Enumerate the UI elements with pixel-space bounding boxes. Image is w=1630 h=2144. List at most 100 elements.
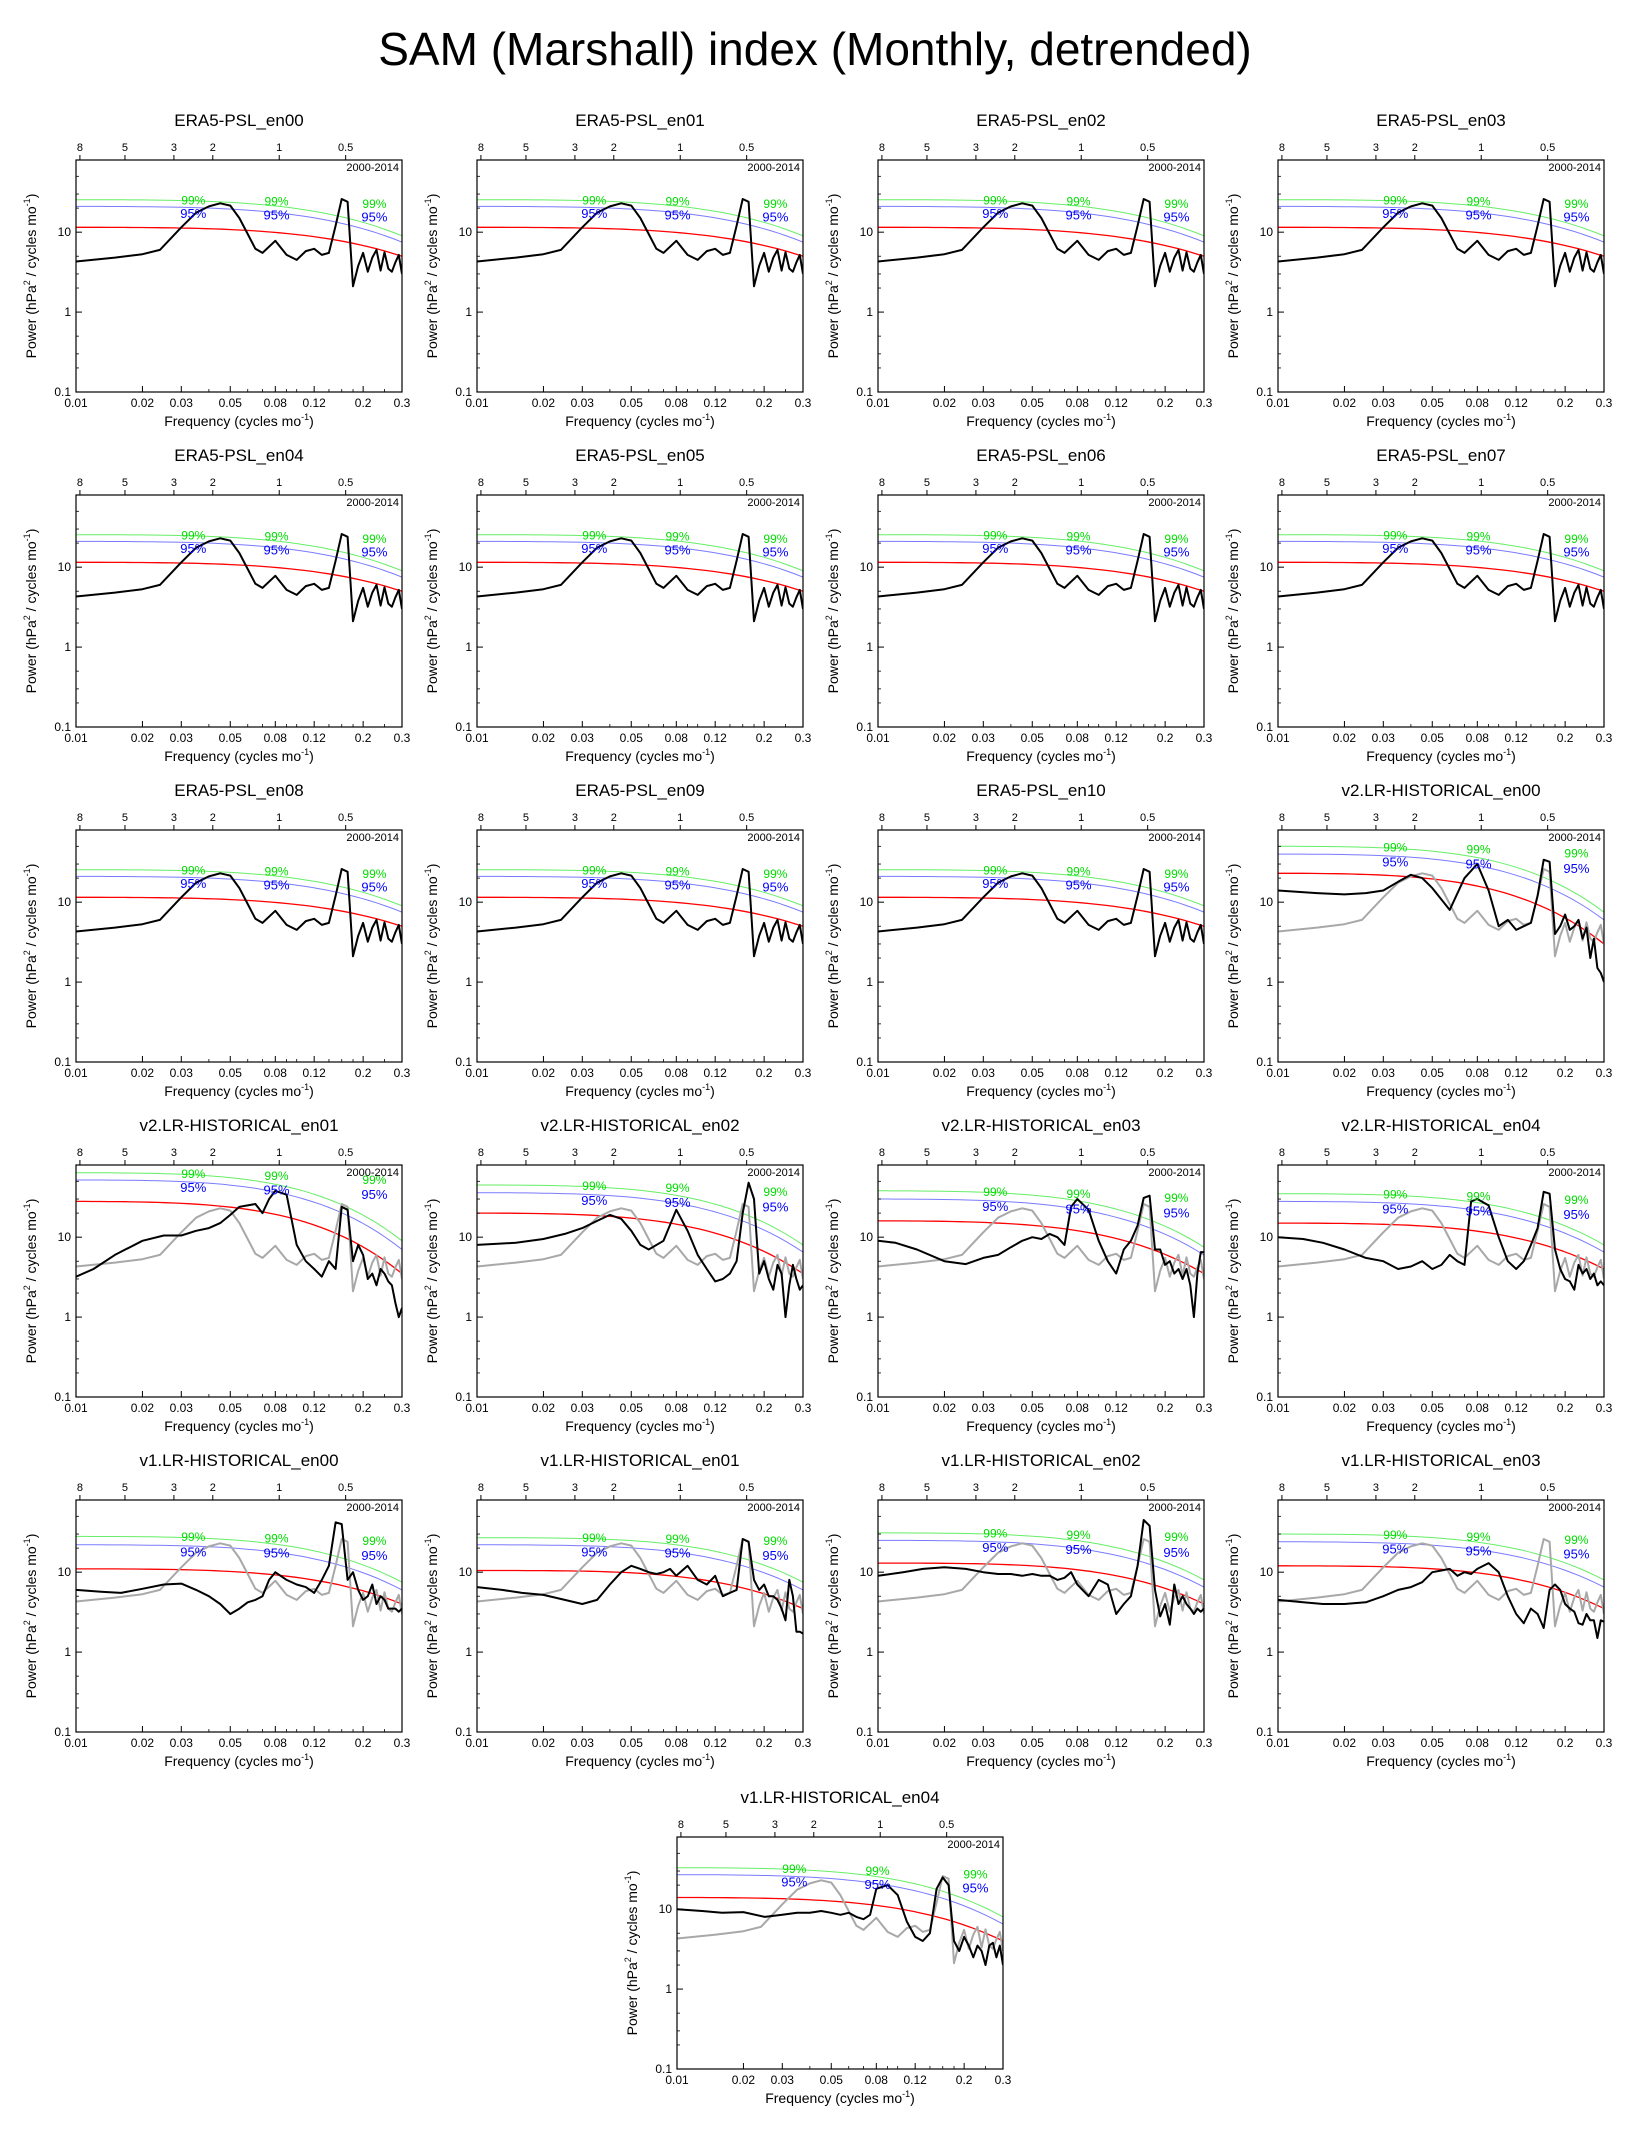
top-axis-label: 0.5	[739, 477, 754, 489]
top-axis-label: 3	[973, 1147, 979, 1159]
spectrum-line	[477, 533, 803, 623]
ci95-label: 95%	[361, 210, 387, 225]
panel-title: ERA5-PSL_en05	[575, 446, 704, 465]
top-axis-label: 2	[611, 1147, 617, 1159]
ci99-label: 99%	[1564, 532, 1588, 546]
x-axis-label: Frequency (cycles mo-1)	[164, 747, 314, 764]
period-label: 2000-2014	[1548, 1502, 1601, 1514]
y-axis-label: Power (hPa2 / cycles mo-1)	[423, 1199, 440, 1364]
plot-frame	[476, 829, 804, 1063]
top-axis-label: 1	[1078, 1482, 1084, 1494]
x-tick-label: 0.12	[703, 396, 727, 410]
x-tick-label: 0.12	[302, 731, 326, 745]
ci99-label: 99%	[264, 1532, 288, 1546]
top-axis-label: 1	[1478, 477, 1484, 489]
period-label: 2000-2014	[346, 162, 399, 174]
x-tick-label: 0.08	[1066, 1736, 1090, 1750]
y-axis-label: Power (hPa2 / cycles mo-1)	[1224, 1534, 1241, 1699]
top-axis-label: 5	[122, 1147, 128, 1159]
ci95-label: 95%	[1563, 861, 1589, 876]
x-tick-label: 0.2	[1557, 396, 1574, 410]
ci95-label: 95%	[1465, 542, 1491, 557]
panel-title: v2.LR-HISTORICAL_en04	[1341, 1116, 1540, 1135]
ci99-label: 99%	[264, 865, 288, 879]
chart-panel: ERA5-PSL_en0499%95%99%95%99%95%2000-2014…	[22, 446, 411, 764]
red-noise-line	[477, 226, 803, 257]
plot-frame	[877, 159, 1205, 393]
top-axis-label: 1	[1078, 477, 1084, 489]
red-noise-line	[677, 1896, 1003, 1942]
x-tick-label: 0.2	[1157, 1066, 1174, 1080]
plot-frame	[476, 1499, 804, 1733]
x-tick-label: 0.03	[1372, 731, 1396, 745]
chart-panel: ERA5-PSL_en0599%95%99%95%99%95%2000-2014…	[423, 446, 812, 764]
reference-spectrum-line	[477, 1203, 803, 1293]
x-tick-label: 0.3	[1196, 731, 1213, 745]
red-noise-line	[76, 896, 402, 927]
ci95-label: 95%	[1065, 877, 1091, 892]
top-axis-label: 5	[1324, 1147, 1330, 1159]
ci99-label: 99%	[1383, 1188, 1407, 1202]
y-tick-label: 10	[860, 560, 874, 574]
x-tick-label: 0.05	[219, 731, 243, 745]
ci95-label: 95%	[1163, 880, 1189, 895]
y-tick-label: 10	[58, 1230, 72, 1244]
ci99-label: 99%	[181, 863, 205, 877]
y-tick-label: 0.1	[455, 720, 472, 734]
ci95-label: 95%	[781, 1875, 807, 1890]
x-tick-label: 0.05	[1421, 731, 1445, 745]
y-tick-label: 1	[866, 975, 873, 989]
top-axis-label: 0.5	[1540, 1147, 1555, 1159]
ci99-label: 99%	[264, 1169, 288, 1183]
top-axis-label: 5	[523, 477, 529, 489]
y-tick-label: 0.1	[1256, 720, 1273, 734]
top-axis-label: 0.5	[338, 812, 353, 824]
x-tick-label: 0.02	[1333, 1736, 1357, 1750]
ci95-label: 95%	[263, 1546, 289, 1561]
top-axis-label: 2	[1012, 142, 1018, 154]
spectrum-line	[878, 1519, 1204, 1626]
top-axis-label: 8	[1279, 812, 1285, 824]
ci95-label: 95%	[263, 1183, 289, 1198]
x-tick-label: 0.01	[866, 1401, 890, 1415]
x-tick-label: 0.01	[866, 396, 890, 410]
top-axis-label: 3	[572, 142, 578, 154]
red-noise-line	[1278, 1222, 1604, 1270]
top-axis-label: 2	[1412, 1482, 1418, 1494]
ci99-line	[76, 1535, 402, 1583]
plot-frame	[1277, 494, 1605, 728]
ci99-label: 99%	[1066, 865, 1090, 879]
ci99-label: 99%	[1564, 1193, 1588, 1207]
top-axis-label: 8	[77, 1482, 83, 1494]
y-tick-label: 1	[1266, 975, 1273, 989]
x-tick-label: 0.12	[302, 396, 326, 410]
top-axis-label: 2	[1412, 812, 1418, 824]
y-tick-label: 10	[860, 1565, 874, 1579]
ci95-label: 95%	[581, 206, 607, 221]
panel-title: v2.LR-HISTORICAL_en00	[1341, 781, 1540, 800]
top-axis-label: 3	[1373, 812, 1379, 824]
x-tick-label: 0.3	[1596, 1736, 1613, 1750]
ci99-label: 99%	[1564, 197, 1588, 211]
top-axis-label: 2	[210, 1147, 216, 1159]
ci95-label: 95%	[982, 1540, 1008, 1555]
x-tick-label: 0.12	[1104, 731, 1128, 745]
ci99-label: 99%	[1466, 1530, 1490, 1544]
x-tick-label: 0.03	[771, 2073, 795, 2087]
top-axis-label: 8	[678, 1819, 684, 1831]
y-axis-label: Power (hPa2 / cycles mo-1)	[824, 529, 841, 694]
top-axis-label: 3	[1373, 1482, 1379, 1494]
top-axis-label: 0.5	[1540, 477, 1555, 489]
ci99-label: 99%	[1164, 867, 1188, 881]
top-axis-label: 2	[1012, 1482, 1018, 1494]
ci95-label: 95%	[1563, 210, 1589, 225]
x-tick-label: 0.03	[170, 1066, 194, 1080]
x-tick-label: 0.2	[355, 731, 372, 745]
top-axis-label: 0.5	[338, 142, 353, 154]
ci95-line	[878, 1539, 1204, 1588]
spectrum-line	[1278, 858, 1604, 983]
x-tick-label: 0.3	[394, 731, 411, 745]
x-tick-label: 0.01	[1266, 1066, 1290, 1080]
top-axis-label: 5	[924, 142, 930, 154]
ci95-label: 95%	[1382, 206, 1408, 221]
